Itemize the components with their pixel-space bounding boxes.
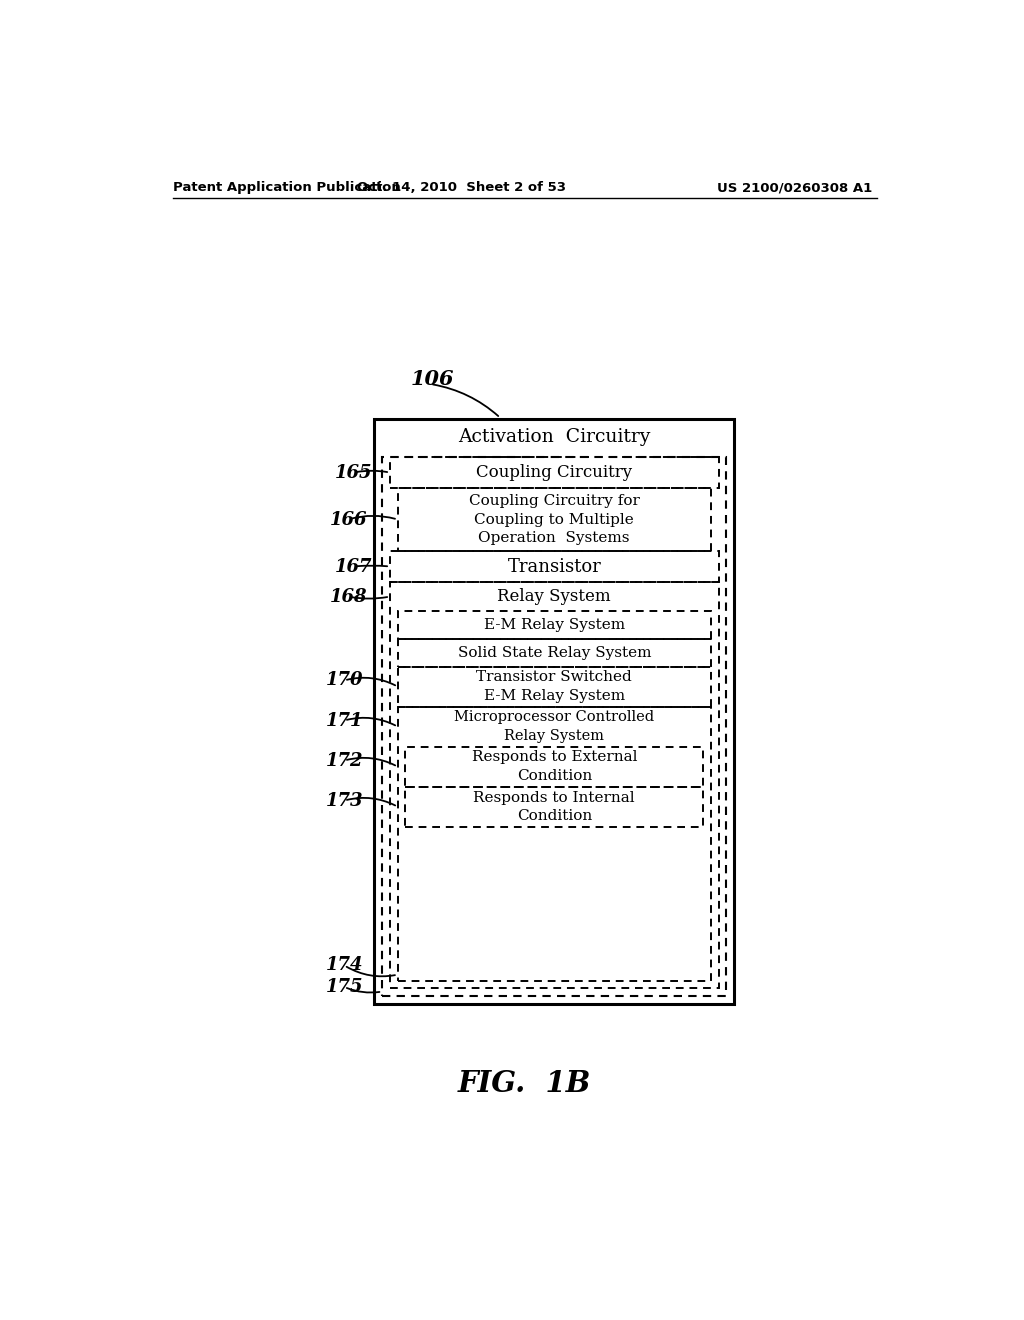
Text: 170: 170 bbox=[326, 672, 364, 689]
Text: 173: 173 bbox=[326, 792, 364, 809]
Bar bbox=[390, 457, 719, 488]
Text: Coupling Circuitry: Coupling Circuitry bbox=[476, 465, 632, 480]
Text: Responds to External
Condition: Responds to External Condition bbox=[471, 751, 637, 783]
Text: 166: 166 bbox=[330, 511, 367, 528]
Text: Responds to Internal
Condition: Responds to Internal Condition bbox=[473, 791, 635, 822]
Text: Relay System: Relay System bbox=[498, 587, 611, 605]
Text: 167: 167 bbox=[335, 557, 373, 576]
Bar bbox=[390, 552, 719, 582]
Bar bbox=[397, 706, 711, 981]
Text: 171: 171 bbox=[326, 711, 364, 730]
Bar bbox=[390, 582, 719, 989]
Bar bbox=[406, 787, 703, 826]
Text: Transistor: Transistor bbox=[507, 557, 601, 576]
Text: FIG.  1B: FIG. 1B bbox=[458, 1069, 592, 1098]
Text: 174: 174 bbox=[326, 957, 364, 974]
Text: Activation  Circuitry: Activation Circuitry bbox=[458, 428, 650, 446]
Bar bbox=[397, 639, 711, 667]
Bar bbox=[397, 488, 711, 552]
Text: Coupling Circuitry for
Coupling to Multiple
Operation  Systems: Coupling Circuitry for Coupling to Multi… bbox=[469, 494, 640, 545]
Bar bbox=[406, 747, 703, 787]
Text: Solid State Relay System: Solid State Relay System bbox=[458, 645, 651, 660]
Text: Patent Application Publication: Patent Application Publication bbox=[173, 181, 400, 194]
Text: Microprocessor Controlled
Relay System: Microprocessor Controlled Relay System bbox=[455, 710, 654, 743]
Bar bbox=[397, 667, 711, 706]
Text: Transistor Switched
E-M Relay System: Transistor Switched E-M Relay System bbox=[476, 671, 632, 702]
Text: 175: 175 bbox=[326, 978, 364, 995]
Bar bbox=[397, 611, 711, 639]
Bar bbox=[375, 418, 734, 1003]
Text: E-M Relay System: E-M Relay System bbox=[483, 618, 625, 632]
Text: 165: 165 bbox=[335, 463, 373, 482]
Text: 172: 172 bbox=[326, 751, 364, 770]
Text: 168: 168 bbox=[330, 587, 367, 606]
Bar bbox=[382, 457, 726, 997]
Text: Oct. 14, 2010  Sheet 2 of 53: Oct. 14, 2010 Sheet 2 of 53 bbox=[356, 181, 565, 194]
Text: US 2100/0260308 A1: US 2100/0260308 A1 bbox=[717, 181, 872, 194]
Text: 106: 106 bbox=[411, 368, 455, 388]
